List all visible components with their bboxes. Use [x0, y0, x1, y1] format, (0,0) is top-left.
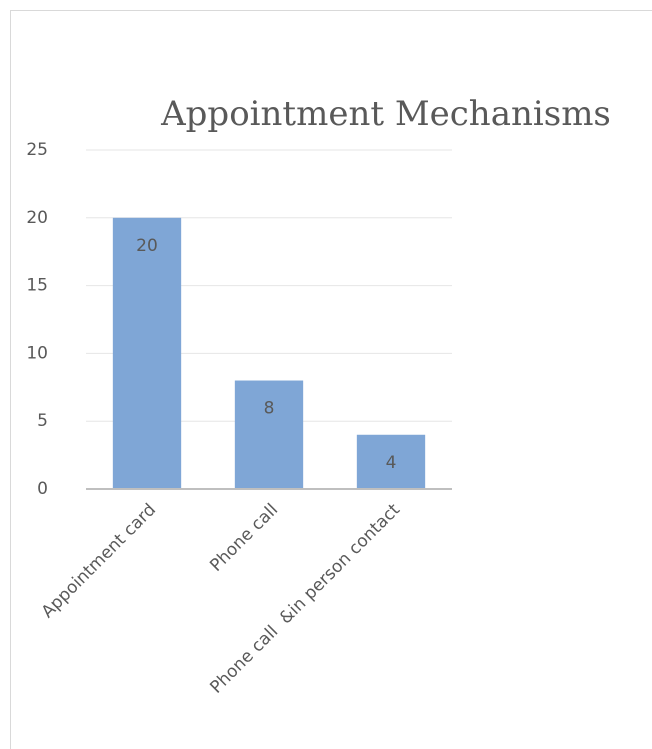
bar — [234, 380, 304, 489]
y-tick-label: 0 — [37, 479, 48, 499]
x-tick-label: Phone call &in person contact — [206, 500, 404, 698]
x-tick-label: Appointment card — [38, 500, 160, 622]
y-tick-label: 10 — [26, 343, 48, 363]
y-tick-label: 25 — [26, 140, 48, 160]
bar — [112, 217, 182, 490]
bar — [356, 434, 426, 489]
data-label: 8 — [264, 399, 275, 419]
chart-border — [10, 10, 652, 749]
chart-title: Appointment Mechanisms — [160, 94, 611, 134]
y-tick-label: 5 — [37, 411, 48, 431]
y-tick-label: 20 — [26, 208, 48, 228]
y-tick-label: 15 — [26, 276, 48, 296]
data-label: 4 — [386, 453, 397, 473]
x-tick-label: Phone call — [206, 500, 282, 576]
data-label: 20 — [136, 236, 158, 256]
